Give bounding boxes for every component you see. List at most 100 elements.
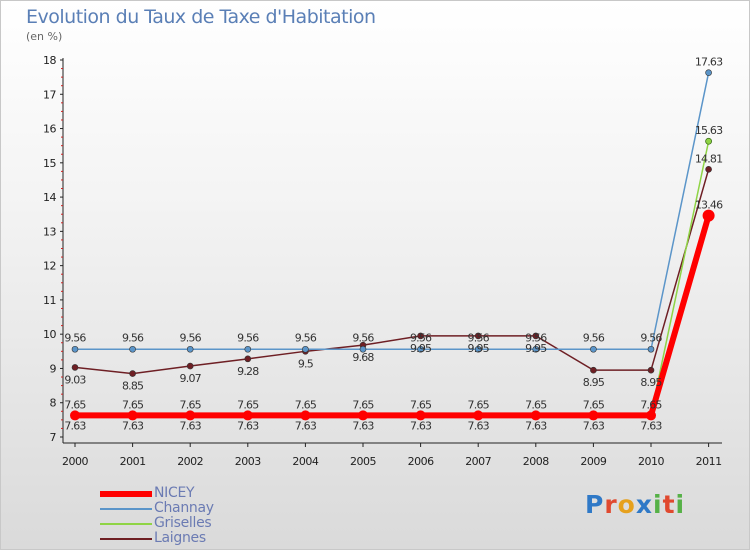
data-label-griselles: 7.65: [583, 399, 605, 412]
data-point-laignes: [417, 332, 424, 340]
x-tick-label: 2004: [292, 455, 318, 468]
data-label-laignes: 8.95: [583, 376, 605, 389]
data-label-nicey: 7.63: [525, 419, 547, 432]
y-tick-label: 17: [43, 88, 56, 101]
legend-label-laignes: Laignes: [154, 530, 206, 546]
data-point-nicey: [242, 410, 253, 421]
data-point-channay: [359, 345, 367, 353]
legend-label-griselles: Griselles: [154, 515, 212, 531]
y-tick-label: 18: [43, 54, 56, 67]
data-label-griselles: 7.65: [468, 399, 490, 412]
data-label-laignes: 9.68: [352, 351, 374, 364]
data-label-laignes: 14.81: [695, 152, 723, 165]
data-label-nicey: 7.63: [352, 419, 374, 432]
data-label-griselles: 15.63: [695, 124, 723, 137]
data-point-nicey: [530, 410, 541, 421]
legend-swatch-nicey: [100, 491, 152, 497]
x-tick-label: 2011: [696, 455, 722, 468]
data-point-laignes: [532, 332, 540, 340]
data-label-griselles: 7.65: [525, 399, 547, 412]
x-tick-label: 2000: [62, 455, 88, 468]
x-tick-label: 2005: [350, 455, 376, 468]
data-point-laignes: [647, 366, 655, 374]
chart-title: Evolution du Taux de Taxe d'Habitation: [26, 6, 376, 28]
logo-letter: i: [675, 490, 686, 519]
legend-label-nicey: NICEY: [154, 485, 195, 501]
data-point-nicey: [588, 410, 599, 421]
data-point-nicey: [358, 410, 368, 421]
y-tick-label: 15: [43, 157, 56, 170]
series-line-laignes: [74, 169, 710, 375]
data-label-griselles: 7.65: [295, 399, 317, 412]
data-point-nicey: [70, 410, 80, 421]
logo-letter: o: [617, 490, 636, 519]
data-point-channay: [532, 345, 540, 353]
y-tick-label: 10: [43, 328, 56, 341]
data-label-nicey: 13.46: [695, 199, 723, 212]
y-tick-label: 8: [50, 397, 57, 410]
x-tick-label: 2002: [177, 455, 203, 468]
series-line-griselles: [75, 141, 710, 416]
data-label-griselles: 7.65: [64, 399, 86, 412]
y-tick-label: 9: [50, 362, 57, 375]
data-label-channay: 9.56: [352, 331, 374, 344]
data-point-laignes: [705, 166, 712, 173]
data-point-laignes: [186, 362, 194, 370]
data-label-laignes: 9.07: [180, 372, 202, 385]
logo-letter: r: [604, 490, 618, 519]
data-label-griselles: 7.65: [237, 399, 259, 412]
data-label-griselles: 7.65: [180, 399, 202, 412]
data-point-channay: [705, 69, 712, 76]
data-label-channay: 9.56: [237, 331, 259, 344]
x-tick-label: 2009: [580, 455, 606, 468]
x-tick-label: 2010: [638, 455, 664, 468]
data-label-channay: 9.56: [64, 331, 86, 344]
data-point-channay: [244, 345, 252, 353]
data-label-griselles: 7.65: [640, 399, 662, 412]
series-line-channay: [75, 72, 710, 351]
y-tick-label: 16: [43, 123, 56, 136]
data-point-laignes: [71, 364, 79, 371]
data-point-channay: [302, 345, 309, 353]
data-point-nicey: [300, 410, 311, 421]
data-point-channay: [474, 345, 482, 353]
data-label-nicey: 7.63: [180, 419, 202, 432]
data-label-laignes: 9.5: [298, 357, 314, 370]
data-label-channay: 9.56: [410, 331, 432, 344]
x-tick-label: 2007: [465, 455, 491, 468]
data-label-griselles: 7.65: [410, 399, 432, 412]
y-tick-label: 14: [43, 191, 56, 204]
x-tick-label: 2003: [235, 455, 261, 468]
x-tick-label: 2006: [408, 455, 434, 468]
series-line-nicey: [75, 214, 712, 419]
data-point-channay: [129, 345, 136, 353]
logo-letter: i: [653, 490, 663, 519]
y-tick-label: 12: [43, 260, 56, 273]
data-label-laignes: 9.28: [237, 365, 259, 378]
data-label-nicey: 7.63: [237, 419, 259, 432]
legend-swatch-griselles: [100, 523, 152, 525]
logo-letter: P: [585, 490, 605, 519]
data-label-nicey: 7.63: [122, 419, 144, 432]
data-point-nicey: [127, 410, 138, 421]
legend-label-channay: Channay: [154, 500, 214, 516]
data-point-laignes: [244, 355, 252, 363]
data-label-nicey: 7.63: [640, 419, 662, 432]
data-point-nicey: [702, 209, 715, 222]
y-tick-label: 13: [43, 225, 56, 238]
data-label-nicey: 7.63: [64, 419, 86, 432]
data-point-channay: [71, 345, 79, 353]
data-point-laignes: [129, 370, 136, 377]
data-point-nicey: [646, 410, 656, 421]
data-label-griselles: 7.65: [122, 399, 144, 412]
data-label-channay: 9.56: [122, 331, 144, 344]
data-point-nicey: [415, 410, 426, 421]
data-label-nicey: 7.63: [468, 419, 490, 432]
data-label-channay: 9.56: [295, 331, 317, 344]
proxiti-logo: Proxiti: [585, 490, 685, 519]
data-label-griselles: 7.65: [352, 399, 374, 412]
data-label-laignes: 9.95: [468, 342, 490, 355]
data-label-nicey: 7.63: [295, 419, 317, 432]
